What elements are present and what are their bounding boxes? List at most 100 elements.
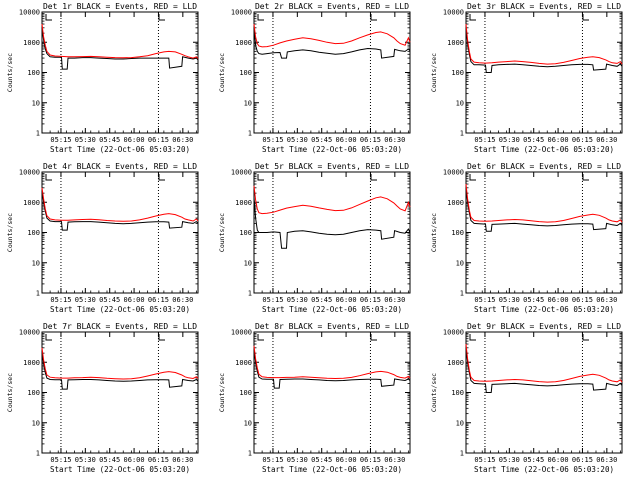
- y-tick-label: 10000: [19, 329, 40, 337]
- plot-frame: [41, 11, 199, 134]
- x-axis-label: Start Time (22-Oct-06 05:03:20): [262, 305, 402, 314]
- y-axis-label: Counts/sec: [6, 53, 14, 92]
- y-axis-label: Counts/sec: [430, 213, 438, 252]
- x-tick-label: 06:00: [336, 136, 357, 144]
- x-tick-label: 06:15: [572, 296, 593, 304]
- y-tick-label: 100: [27, 69, 40, 77]
- y-tick-label: 1000: [235, 359, 252, 367]
- x-tick-label: 06:00: [548, 296, 569, 304]
- x-tick-label: 06:30: [384, 296, 405, 304]
- chart-panel-3: Det 3r BLACK = Events, RED = LLD 1 10 100 10…: [430, 2, 623, 154]
- y-tick-label: 1: [248, 130, 252, 138]
- y-axis-label: Counts/sec: [6, 373, 14, 412]
- series-line-events-black: [41, 27, 199, 70]
- x-tick-label: 05:30: [287, 456, 308, 464]
- chart-title: Det 5r BLACK = Events, RED = LLD: [255, 162, 409, 171]
- corner-bracket-right: [158, 174, 165, 181]
- chart-panel-2: Det 2r BLACK = Events, RED = LLD 1 10 100 10…: [218, 2, 411, 154]
- x-axis-label: Start Time (22-Oct-06 05:03:20): [474, 465, 614, 474]
- y-axis-label: Counts/sec: [430, 53, 438, 92]
- chart-panel-1: Det 1r BLACK = Events, RED = LLD 1 10 100 10…: [6, 2, 199, 154]
- corner-bracket-left: [469, 14, 476, 21]
- series-line-lld-red: [253, 345, 411, 380]
- corner-bracket-left: [45, 334, 52, 341]
- y-axis-label: Counts/sec: [218, 53, 226, 92]
- x-tick-label: 06:00: [124, 136, 145, 144]
- x-tick-label: 06:15: [148, 456, 169, 464]
- corner-bracket-right: [370, 174, 377, 181]
- series-line-events-black: [253, 196, 411, 249]
- y-tick-label: 10: [456, 99, 464, 107]
- x-tick-label: 05:15: [474, 296, 495, 304]
- x-tick-label: 06:15: [148, 136, 169, 144]
- plot-frame: [253, 331, 411, 454]
- corner-bracket-left: [257, 334, 264, 341]
- x-tick-label: 05:30: [75, 136, 96, 144]
- x-tick-label: 05:15: [474, 136, 495, 144]
- y-tick-label: 10000: [231, 329, 252, 337]
- y-tick-label: 10000: [231, 9, 252, 17]
- chart-panel-8: Det 8r BLACK = Events, RED = LLD 1 10 100 10…: [218, 322, 411, 474]
- chart-panel-5: Det 5r BLACK = Events, RED = LLD 1 10 100 10…: [218, 162, 411, 314]
- chart-title: Det 4r BLACK = Events, RED = LLD: [43, 162, 197, 171]
- x-tick-label: 06:00: [548, 136, 569, 144]
- x-tick-label: 05:15: [50, 136, 71, 144]
- x-tick-label: 06:15: [148, 296, 169, 304]
- y-axis-label: Counts/sec: [218, 373, 226, 412]
- x-tick-label: 06:30: [172, 296, 193, 304]
- y-tick-label: 1: [36, 450, 40, 458]
- series-line-events-black: [253, 350, 411, 389]
- x-tick-label: 05:15: [474, 456, 495, 464]
- y-tick-label: 1: [248, 450, 252, 458]
- series-line-events-black: [41, 353, 199, 390]
- x-tick-label: 06:00: [336, 456, 357, 464]
- series-line-lld-red: [465, 23, 623, 65]
- x-tick-label: 05:30: [287, 296, 308, 304]
- x-axis-label: Start Time (22-Oct-06 05:03:20): [50, 305, 190, 314]
- y-tick-label: 1: [460, 290, 464, 298]
- x-tick-label: 05:45: [523, 296, 544, 304]
- x-tick-label: 05:30: [499, 296, 520, 304]
- x-tick-label: 05:15: [262, 296, 283, 304]
- x-axis-label: Start Time (22-Oct-06 05:03:20): [262, 145, 402, 154]
- chart-panel-4: Det 4r BLACK = Events, RED = LLD 1 10 100 10…: [6, 162, 199, 314]
- x-axis-label: Start Time (22-Oct-06 05:03:20): [262, 465, 402, 474]
- x-tick-label: 06:30: [384, 456, 405, 464]
- x-axis-label: Start Time (22-Oct-06 05:03:20): [474, 305, 614, 314]
- x-tick-label: 05:45: [99, 136, 120, 144]
- x-tick-label: 05:30: [499, 456, 520, 464]
- chart-title: Det 2r BLACK = Events, RED = LLD: [255, 2, 409, 11]
- series-line-lld-red: [41, 347, 199, 380]
- x-tick-label: 05:45: [311, 456, 332, 464]
- y-tick-label: 1000: [235, 199, 252, 207]
- y-tick-label: 100: [451, 389, 464, 397]
- y-tick-label: 10: [32, 99, 40, 107]
- x-tick-label: 06:15: [360, 136, 381, 144]
- corner-bracket-left: [257, 14, 264, 21]
- series-line-events-black: [465, 27, 623, 73]
- x-tick-label: 06:00: [548, 456, 569, 464]
- y-axis-label: Counts/sec: [430, 373, 438, 412]
- y-axis-label: Counts/sec: [218, 213, 226, 252]
- corner-bracket-right: [370, 334, 377, 341]
- chart-panel-9: Det 9r BLACK = Events, RED = LLD 1 10 100 10…: [430, 322, 623, 474]
- corner-bracket-right: [582, 174, 589, 181]
- x-tick-label: 06:15: [360, 456, 381, 464]
- x-axis-label: Start Time (22-Oct-06 05:03:20): [50, 145, 190, 154]
- y-tick-label: 10: [456, 419, 464, 427]
- series-line-events-black: [465, 187, 623, 232]
- y-tick-label: 1000: [447, 199, 464, 207]
- x-tick-label: 06:30: [596, 136, 617, 144]
- x-tick-label: 05:30: [75, 296, 96, 304]
- x-tick-label: 05:30: [287, 136, 308, 144]
- corner-bracket-right: [582, 334, 589, 341]
- series-line-lld-red: [41, 187, 199, 222]
- corner-bracket-right: [158, 14, 165, 21]
- y-tick-label: 100: [451, 69, 464, 77]
- y-tick-label: 10000: [443, 169, 464, 177]
- y-tick-label: 100: [239, 69, 252, 77]
- y-tick-label: 1000: [447, 39, 464, 47]
- chart-title: Det 8r BLACK = Events, RED = LLD: [255, 322, 409, 331]
- y-tick-label: 100: [27, 389, 40, 397]
